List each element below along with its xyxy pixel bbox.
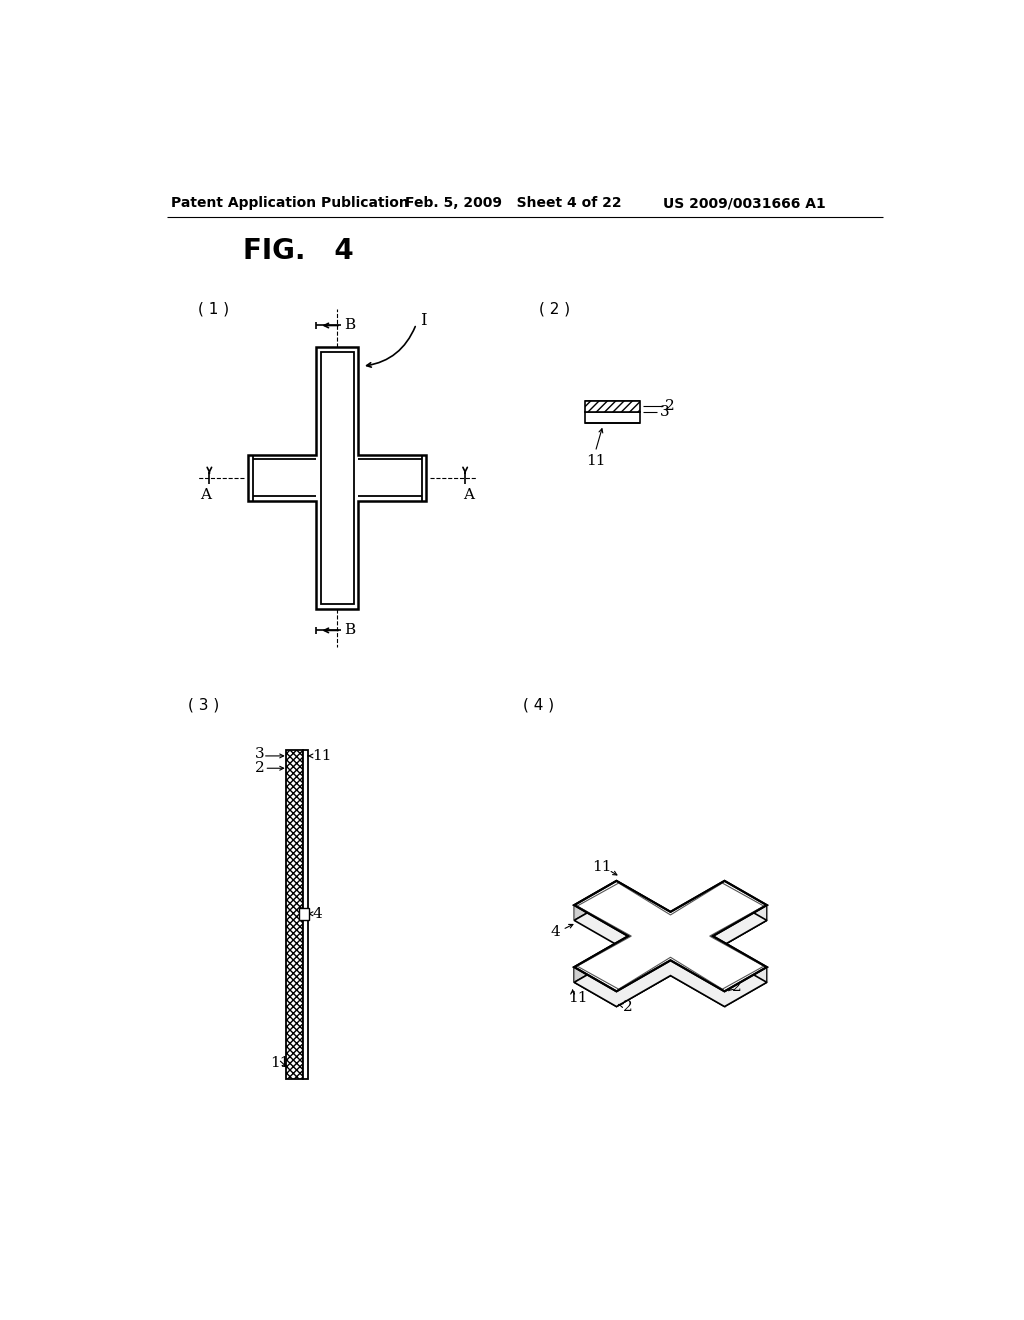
Bar [586, 401, 640, 412]
Text: Feb. 5, 2009   Sheet 4 of 22: Feb. 5, 2009 Sheet 4 of 22 [406, 197, 622, 210]
Text: FIG.   4: FIG. 4 [243, 236, 353, 265]
Text: 11: 11 [592, 861, 611, 874]
Bar [286, 750, 303, 1078]
Text: B: B [344, 623, 355, 638]
Text: Patent Application Publication: Patent Application Publication [171, 197, 409, 210]
Text: I: I [420, 312, 427, 329]
Text: 2: 2 [255, 762, 265, 775]
Text: 2: 2 [665, 400, 675, 413]
Text: ( 3 ): ( 3 ) [188, 697, 220, 713]
Text: A: A [200, 488, 211, 502]
Text: ( 2 ): ( 2 ) [539, 301, 570, 315]
Text: US 2009/0031666 A1: US 2009/0031666 A1 [663, 197, 825, 210]
Bar [586, 412, 640, 422]
Polygon shape [574, 896, 767, 1007]
Text: 11: 11 [312, 748, 332, 763]
Text: 2: 2 [732, 981, 742, 994]
Text: 3: 3 [617, 898, 628, 911]
Polygon shape [248, 347, 426, 609]
Bar [299, 908, 308, 920]
Text: ( 4 ): ( 4 ) [523, 697, 554, 713]
Polygon shape [574, 880, 767, 991]
Text: A: A [464, 488, 474, 502]
Text: 3: 3 [255, 747, 265, 760]
Bar [321, 351, 353, 605]
Text: B: B [344, 318, 355, 333]
Text: 11: 11 [270, 1056, 290, 1071]
Text: 3: 3 [625, 969, 634, 983]
Text: 11: 11 [586, 454, 605, 469]
Bar [303, 750, 308, 1078]
Text: ( 1 ): ( 1 ) [198, 301, 229, 315]
Text: 4: 4 [551, 925, 561, 939]
Polygon shape [713, 906, 767, 952]
Text: 2: 2 [623, 999, 633, 1014]
Polygon shape [671, 961, 725, 1007]
Polygon shape [574, 936, 628, 982]
Polygon shape [725, 968, 767, 1007]
Polygon shape [616, 961, 671, 1007]
Polygon shape [616, 880, 671, 927]
Text: 11: 11 [568, 991, 588, 1005]
Text: 3: 3 [659, 405, 670, 418]
Polygon shape [574, 968, 616, 1007]
Text: 4: 4 [312, 907, 323, 921]
Polygon shape [574, 880, 616, 920]
